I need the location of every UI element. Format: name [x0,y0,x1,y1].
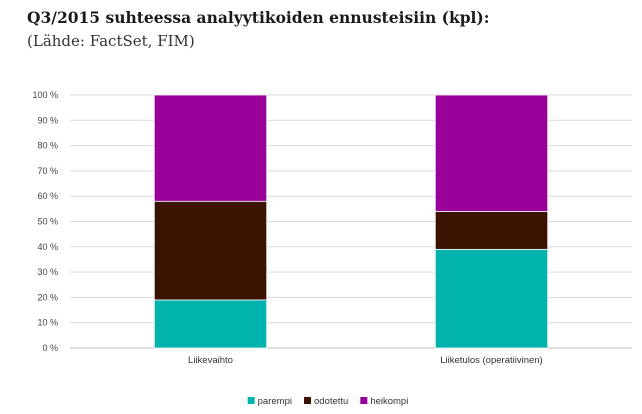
legend-swatch [247,397,255,404]
bar-segment-heikompi [153,94,268,202]
y-tick-label: 80 % [37,141,58,151]
bar-segment-parempi [153,299,268,349]
legend-item-parempi: parempi [247,396,292,407]
category-label: Liiketulos (operatiivinen) [440,355,542,366]
legend-label: heikompi [370,396,408,407]
legend-label: parempi [258,396,292,407]
legend-label: odotettu [314,396,348,407]
chart-subtitle: (Lähde: FactSet, FIM) [27,32,195,50]
chart-title: Q3/2015 suhteessa analyytikoiden ennuste… [27,8,490,27]
y-tick-label: 100 % [32,90,58,100]
y-tick-label: 60 % [37,191,58,201]
legend-item-odotettu: odotettu [303,396,348,407]
bars [153,94,549,349]
y-tick-label: 30 % [37,267,58,277]
category-labels: Liikevaihto Liiketulos (operatiivinen) [188,355,543,366]
legend: parempi odotettu heikompi [247,396,408,407]
y-axis-ticks: 0 % 10 % 20 % 30 % 40 % 50 % 60 % 70 % 80 % 90 % 1… [32,90,58,353]
legend-item-heikompi: heikompi [360,396,408,407]
bar-segment-odotettu [434,211,549,250]
y-tick-label: 90 % [37,115,58,125]
bar-segment-odotettu [153,200,268,301]
bar-segment-parempi [434,248,549,349]
legend-swatch [360,397,368,404]
legend-swatch [303,397,311,404]
bar-segment-heikompi [434,94,549,212]
y-tick-label: 40 % [37,242,58,252]
y-tick-label: 50 % [37,217,58,227]
y-tick-label: 70 % [37,166,58,176]
y-tick-label: 0 % [42,343,58,353]
y-tick-label: 20 % [37,292,58,302]
category-label: Liikevaihto [188,355,233,366]
y-tick-label: 10 % [37,318,58,328]
